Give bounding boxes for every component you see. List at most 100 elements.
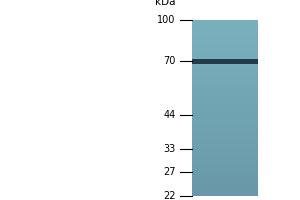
Bar bbox=[192, 110, 258, 111]
Bar bbox=[192, 112, 258, 113]
Bar bbox=[192, 65, 258, 66]
Bar bbox=[192, 124, 258, 125]
Bar bbox=[192, 171, 258, 172]
Bar bbox=[192, 57, 258, 58]
Bar bbox=[192, 192, 258, 193]
Bar bbox=[192, 54, 258, 55]
Bar bbox=[192, 151, 258, 152]
Bar bbox=[192, 135, 258, 136]
Bar bbox=[192, 96, 258, 97]
Bar bbox=[192, 187, 258, 188]
Bar bbox=[192, 144, 258, 145]
Bar bbox=[192, 73, 258, 74]
Bar bbox=[192, 34, 258, 35]
Bar bbox=[192, 138, 258, 139]
Bar bbox=[192, 132, 258, 133]
Bar bbox=[192, 45, 258, 46]
Bar bbox=[192, 29, 258, 30]
Bar bbox=[192, 78, 258, 79]
Bar bbox=[192, 170, 258, 171]
Bar bbox=[192, 139, 258, 140]
Bar bbox=[192, 188, 258, 189]
Bar bbox=[192, 48, 258, 49]
Bar bbox=[192, 63, 258, 64]
Bar bbox=[192, 183, 258, 184]
Bar bbox=[192, 88, 258, 89]
Bar bbox=[192, 160, 258, 161]
Bar bbox=[192, 82, 258, 83]
Bar bbox=[192, 104, 258, 105]
Bar bbox=[192, 176, 258, 177]
Bar bbox=[192, 80, 258, 81]
Bar bbox=[192, 41, 258, 42]
Bar bbox=[192, 146, 258, 147]
Bar bbox=[192, 76, 258, 77]
Bar bbox=[192, 87, 258, 88]
Bar bbox=[192, 195, 258, 196]
Bar bbox=[192, 129, 258, 130]
Bar bbox=[192, 165, 258, 166]
Bar bbox=[192, 175, 258, 176]
Bar bbox=[192, 90, 258, 91]
Bar bbox=[192, 141, 258, 142]
Bar bbox=[192, 35, 258, 36]
Bar bbox=[192, 79, 258, 80]
Bar bbox=[192, 150, 258, 151]
Bar bbox=[192, 61, 258, 62]
Bar bbox=[192, 85, 258, 86]
Bar bbox=[192, 114, 258, 115]
Bar bbox=[192, 169, 258, 170]
Bar bbox=[192, 100, 258, 101]
Text: 27: 27 bbox=[163, 167, 175, 177]
Bar bbox=[192, 147, 258, 148]
Bar bbox=[192, 22, 258, 23]
Bar bbox=[192, 140, 258, 141]
Bar bbox=[192, 119, 258, 120]
Bar bbox=[192, 177, 258, 178]
Bar bbox=[192, 33, 258, 34]
Bar bbox=[192, 25, 258, 26]
Bar bbox=[192, 142, 258, 143]
Bar bbox=[192, 77, 258, 78]
Bar bbox=[192, 23, 258, 24]
Bar bbox=[192, 81, 258, 82]
Bar bbox=[192, 94, 258, 95]
Bar bbox=[192, 184, 258, 185]
Bar bbox=[192, 38, 258, 39]
Bar bbox=[192, 159, 258, 160]
Bar bbox=[192, 68, 258, 69]
Bar bbox=[192, 39, 258, 40]
Bar bbox=[192, 69, 258, 70]
Bar bbox=[192, 111, 258, 112]
Bar bbox=[192, 53, 258, 54]
Bar bbox=[192, 84, 258, 85]
Bar bbox=[192, 162, 258, 163]
Bar bbox=[192, 95, 258, 96]
Bar bbox=[192, 59, 258, 64]
Bar bbox=[192, 64, 258, 65]
Bar bbox=[192, 157, 258, 158]
Bar bbox=[192, 70, 258, 71]
Bar bbox=[192, 27, 258, 28]
Bar bbox=[192, 186, 258, 187]
Bar bbox=[192, 120, 258, 121]
Bar bbox=[192, 59, 258, 60]
Bar bbox=[192, 91, 258, 92]
Bar bbox=[192, 137, 258, 138]
Bar bbox=[192, 152, 258, 153]
Text: 100: 100 bbox=[157, 15, 176, 25]
Bar bbox=[192, 66, 258, 67]
Bar bbox=[192, 134, 258, 135]
Text: kDa: kDa bbox=[155, 0, 175, 7]
Bar bbox=[192, 101, 258, 102]
Bar bbox=[192, 121, 258, 122]
Bar bbox=[192, 44, 258, 45]
Bar bbox=[192, 28, 258, 29]
Bar bbox=[192, 116, 258, 117]
Bar bbox=[192, 42, 258, 43]
Bar bbox=[192, 99, 258, 100]
Bar bbox=[192, 174, 258, 175]
Bar bbox=[192, 62, 258, 63]
Bar bbox=[192, 131, 258, 132]
Bar bbox=[192, 21, 258, 22]
